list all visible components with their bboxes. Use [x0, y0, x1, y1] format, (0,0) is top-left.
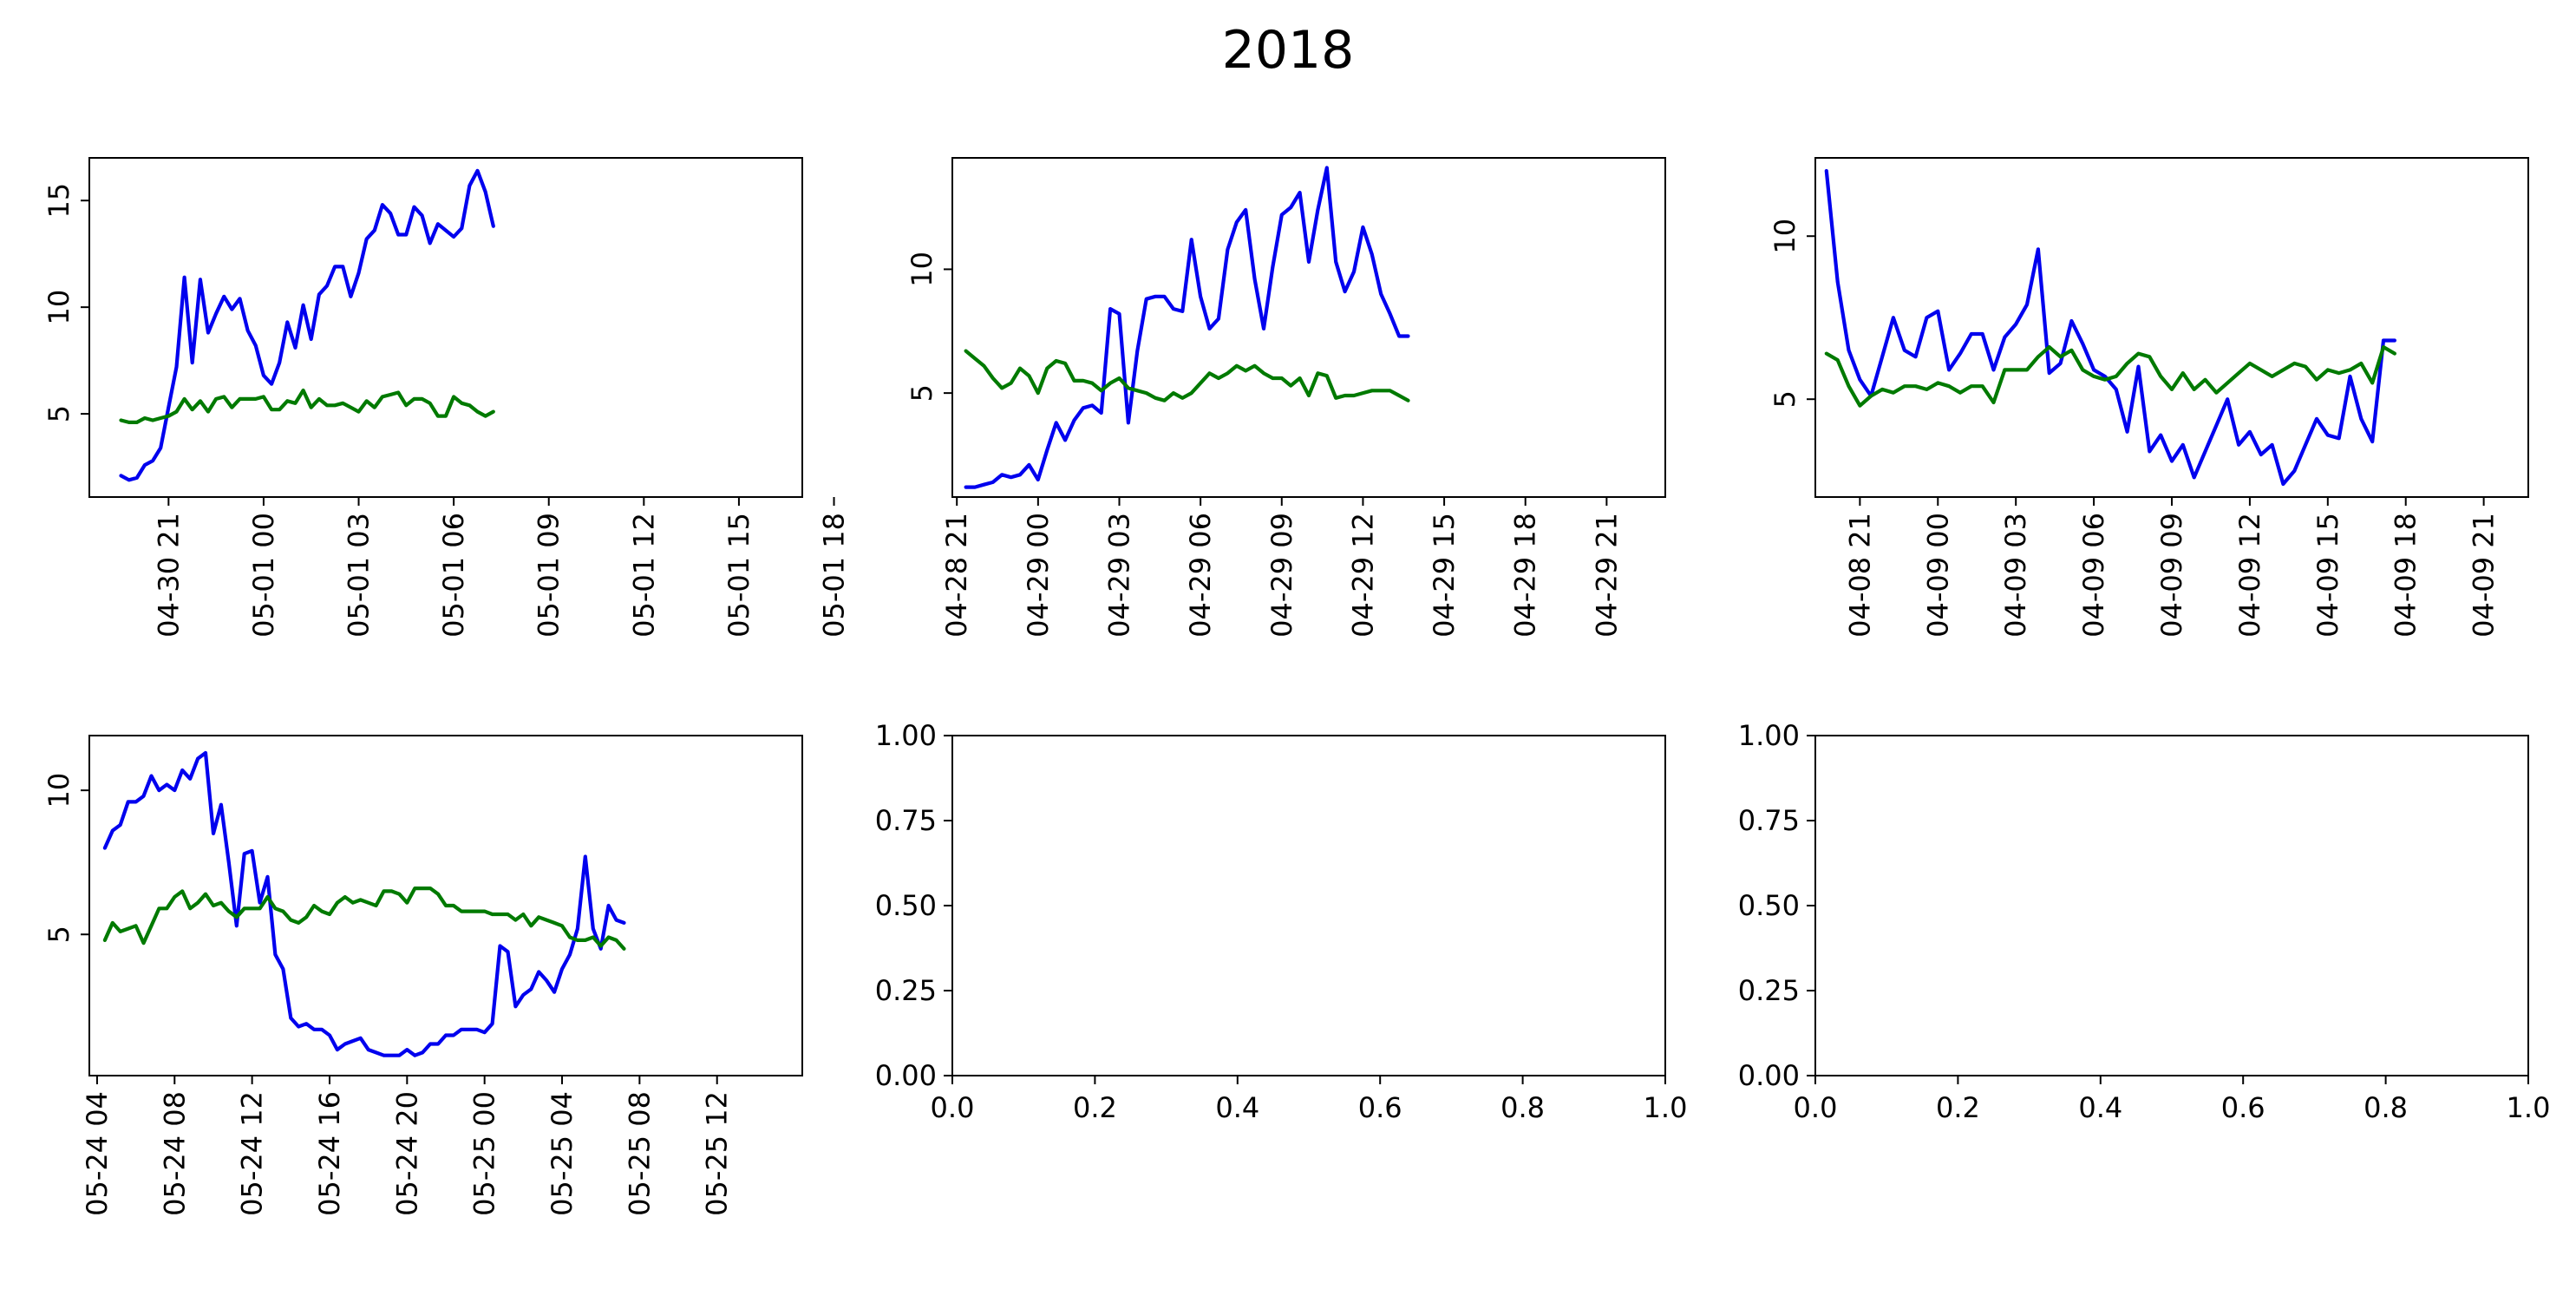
subplot-3: 5 10 04-08 21 04-09 00 04-09 03 04-09 06 04-09… [1769, 157, 2529, 638]
x-tick-label: 04-29 15 [1428, 513, 1461, 638]
series-line-blue [119, 168, 495, 482]
x-tick-label: 04-09 00 [1921, 513, 1954, 638]
x-tick-label: 05-25 00 [468, 1091, 501, 1216]
y-tick-label: 5 [1769, 390, 1801, 408]
x-tick-label: 04-29 18 [1509, 513, 1542, 638]
subplot-4: 5 10 05-24 04 05-24 08 05-24 12 05-24 16 05-24… [42, 735, 803, 1216]
subplot-grid: 5 10 15 04-30 21 05-01 00 05-01 03 05-01 06 05-… [42, 157, 2551, 1216]
series-line-blue [964, 166, 1410, 489]
x-tick-label: 0.6 [1358, 1091, 1402, 1124]
x-tick-label: 05-24 16 [313, 1091, 346, 1216]
x-tick-label: 04-29 21 [1590, 513, 1623, 638]
x-tick-label: 04-09 03 [1999, 513, 2032, 638]
x-tick-label: 0.2 [1936, 1091, 1980, 1124]
x-tick-label: 04-29 09 [1265, 513, 1298, 638]
x-tick-label: 0.8 [1500, 1091, 1545, 1124]
y-tick-label: 10 [42, 290, 75, 325]
x-tick-label: 0.0 [931, 1091, 975, 1124]
x-tick-label: 05-01 03 [343, 513, 376, 638]
y-tick-label: 0.50 [875, 889, 937, 922]
x-tick-label: 0.4 [1215, 1091, 1259, 1124]
series-line-green [1824, 345, 2396, 408]
x-tick-label: 0.0 [1794, 1091, 1838, 1124]
x-tick-label: 05-25 12 [701, 1091, 734, 1216]
y-tick-label: 5 [906, 384, 938, 402]
x-tick-label: 05-25 08 [623, 1091, 656, 1216]
axes-frame [88, 157, 803, 498]
x-tick-label: 05-24 20 [390, 1091, 423, 1216]
y-tick-label: 10 [42, 773, 75, 808]
y-tick-label: 5 [42, 405, 75, 422]
x-tick-label: 05-01 18 [818, 513, 851, 638]
x-tick-label: 05-01 15 [722, 513, 755, 638]
x-tick-label: 05-01 00 [247, 513, 280, 638]
series-line-blue [102, 750, 626, 1057]
x-tick-label: 05-25 04 [546, 1091, 579, 1216]
x-tick-label: 04-09 09 [2155, 513, 2188, 638]
x-tick-label: 04-30 21 [152, 513, 185, 638]
x-tick-label: 04-09 15 [2311, 513, 2344, 638]
y-tick-label: 0.50 [1738, 889, 1800, 922]
y-tick-label: 0.25 [1738, 974, 1800, 1007]
y-tick-label: 0.00 [1738, 1059, 1800, 1092]
y-tick-label: 15 [42, 183, 75, 219]
x-tick-label: 0.6 [2221, 1091, 2265, 1124]
x-tick-label: 0.4 [2078, 1091, 2122, 1124]
figure-title: 2018 [1222, 20, 1355, 81]
subplot-5: 0.00 0.25 0.50 0.75 1.00 0.0 0.2 0.4 0.6 0.8 1.0 [875, 719, 1688, 1124]
x-tick-label: 05-24 04 [81, 1091, 114, 1216]
series-line-green [102, 886, 626, 951]
axes-frame [951, 157, 1666, 498]
x-tick-label: 04-09 06 [2077, 513, 2110, 638]
series-line-green [119, 388, 495, 424]
y-tick-label: 1.00 [875, 719, 937, 752]
x-tick-label: 04-09 12 [2233, 513, 2266, 638]
x-tick-label: 04-09 18 [2390, 513, 2422, 638]
x-tick-label: 1.0 [1644, 1091, 1688, 1124]
subplot-2: 5 10 04-28 21 04-29 00 04-29 03 04-29 06 04-29… [906, 157, 1666, 638]
x-tick-label: 04-29 00 [1022, 513, 1055, 638]
x-tick-label: 0.2 [1073, 1091, 1117, 1124]
x-tick-label: 04-09 21 [2468, 513, 2501, 638]
subplot-1: 5 10 15 04-30 21 05-01 00 05-01 03 05-01 06 05-… [42, 157, 851, 638]
x-tick-label: 04-08 21 [1843, 513, 1876, 638]
x-tick-label: 04-28 21 [940, 513, 973, 638]
y-tick-label: 0.00 [875, 1059, 937, 1092]
x-tick-label: 05-24 12 [236, 1091, 269, 1216]
y-tick-label: 10 [906, 252, 938, 287]
y-tick-label: 0.75 [1738, 804, 1800, 837]
x-tick-label: 04-29 03 [1102, 513, 1135, 638]
x-tick-label: 05-24 08 [158, 1091, 191, 1216]
subplot-6: 0.00 0.25 0.50 0.75 1.00 0.0 0.2 0.4 0.6 0.8 1.0 [1738, 719, 2551, 1124]
x-tick-label: 05-01 12 [627, 513, 660, 638]
y-tick-label: 10 [1769, 219, 1801, 254]
x-tick-label: 1.0 [2507, 1091, 2551, 1124]
y-tick-label: 0.75 [875, 804, 937, 837]
y-tick-label: 0.25 [875, 974, 937, 1007]
x-tick-label: 04-29 12 [1346, 513, 1379, 638]
y-tick-label: 1.00 [1738, 719, 1800, 752]
series-line-green [964, 349, 1410, 402]
axes-frame [88, 735, 803, 1076]
y-tick-label: 5 [42, 926, 75, 943]
x-tick-label: 0.8 [2364, 1091, 2408, 1124]
x-tick-label: 04-29 06 [1184, 513, 1217, 638]
x-tick-label: 05-01 06 [437, 513, 470, 638]
series-line-blue [1824, 168, 2396, 487]
x-tick-label: 05-01 09 [533, 513, 566, 638]
